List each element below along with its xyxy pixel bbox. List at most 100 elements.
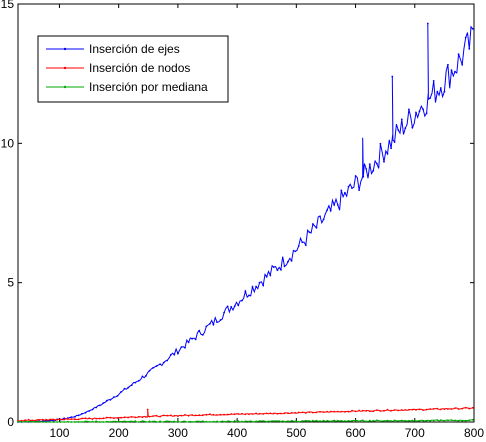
series-point bbox=[354, 410, 357, 413]
series-point bbox=[336, 204, 339, 206]
series-point bbox=[283, 265, 286, 268]
series-point bbox=[294, 420, 297, 423]
series-point bbox=[201, 334, 204, 336]
series-point bbox=[400, 118, 403, 121]
series-point bbox=[408, 419, 410, 422]
series-point bbox=[116, 417, 119, 419]
series-point bbox=[272, 412, 275, 415]
series-point bbox=[70, 421, 73, 423]
series-point bbox=[404, 127, 407, 130]
series-point bbox=[322, 411, 325, 413]
series-point bbox=[358, 409, 360, 412]
series-point bbox=[141, 416, 144, 419]
series-point bbox=[194, 420, 197, 423]
series-point bbox=[216, 321, 218, 323]
series-point bbox=[432, 419, 435, 422]
series-point bbox=[308, 411, 311, 413]
series-point bbox=[223, 311, 226, 314]
series-point bbox=[237, 413, 240, 415]
series-point bbox=[425, 112, 428, 115]
series-point bbox=[27, 418, 30, 421]
y-tick-label: 5 bbox=[7, 276, 14, 290]
series-point bbox=[471, 406, 474, 409]
series-point bbox=[84, 411, 87, 414]
series-point bbox=[454, 407, 456, 409]
series-1 bbox=[17, 22, 474, 423]
series-point bbox=[248, 294, 250, 297]
series-point bbox=[287, 260, 289, 263]
series-point bbox=[351, 420, 353, 422]
y-axis: 0 5 10 15 bbox=[1, 0, 474, 429]
series-point bbox=[418, 408, 421, 411]
series-point bbox=[304, 244, 307, 247]
series-point bbox=[95, 406, 98, 409]
series-point bbox=[461, 64, 464, 66]
series-point bbox=[393, 141, 396, 143]
series-point bbox=[98, 404, 101, 407]
series-point bbox=[70, 416, 73, 418]
y-tick-label: 10 bbox=[1, 136, 15, 150]
series-point bbox=[74, 415, 76, 418]
series-point bbox=[386, 419, 389, 422]
series-point bbox=[340, 419, 343, 422]
series-point bbox=[113, 417, 115, 420]
legend-label: Inserción de nodos bbox=[89, 61, 190, 75]
series-point bbox=[283, 412, 286, 415]
series-point bbox=[265, 412, 268, 415]
series-point bbox=[251, 286, 254, 288]
series-point bbox=[198, 329, 201, 332]
series-point bbox=[415, 420, 417, 422]
series-point bbox=[63, 418, 66, 421]
series-point bbox=[77, 414, 80, 417]
series-point bbox=[436, 419, 439, 421]
series-point bbox=[258, 420, 261, 422]
series-point bbox=[255, 285, 257, 288]
series-point bbox=[152, 415, 154, 417]
series-point bbox=[146, 408, 149, 411]
series-point bbox=[219, 319, 222, 321]
series-point bbox=[258, 281, 261, 284]
series-point bbox=[209, 421, 211, 423]
series-point bbox=[326, 410, 328, 413]
series-point bbox=[439, 87, 442, 89]
x-tick-label: 800 bbox=[464, 426, 484, 440]
series-point bbox=[262, 413, 265, 415]
series-point bbox=[159, 420, 162, 423]
series-point bbox=[223, 413, 226, 416]
series-point bbox=[38, 419, 41, 421]
series-point bbox=[81, 421, 83, 423]
series-point bbox=[354, 175, 357, 177]
series-point bbox=[301, 241, 304, 244]
series-line bbox=[17, 407, 473, 422]
series-point bbox=[241, 299, 243, 302]
series-point bbox=[464, 36, 467, 39]
series-point bbox=[408, 108, 410, 111]
series-point bbox=[66, 420, 69, 423]
series-point bbox=[162, 414, 165, 417]
series-point bbox=[276, 420, 279, 422]
series-point bbox=[312, 411, 314, 414]
series-point bbox=[326, 209, 328, 212]
series-point bbox=[230, 413, 233, 415]
series-point bbox=[34, 419, 37, 422]
series-point bbox=[391, 75, 394, 78]
series-point bbox=[59, 421, 62, 423]
series-point bbox=[187, 341, 190, 344]
series-point bbox=[329, 410, 332, 413]
series-point bbox=[347, 185, 350, 188]
series-point bbox=[344, 191, 346, 194]
series-point bbox=[251, 420, 254, 423]
series-point bbox=[429, 419, 432, 422]
series-point bbox=[102, 402, 105, 404]
series-point bbox=[105, 416, 108, 419]
series-point bbox=[319, 215, 321, 218]
series-point bbox=[269, 274, 272, 277]
series-point bbox=[56, 418, 58, 421]
series-point bbox=[134, 381, 137, 384]
series-point bbox=[120, 416, 122, 419]
series-point bbox=[184, 420, 186, 423]
series-point bbox=[120, 420, 122, 423]
series-point bbox=[312, 223, 314, 225]
series-point bbox=[74, 418, 76, 421]
series-point bbox=[159, 363, 162, 365]
